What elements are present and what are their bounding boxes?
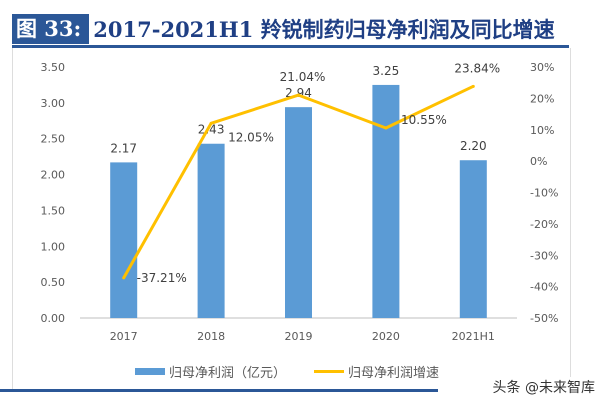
legend-bar-swatch <box>135 368 165 375</box>
title-text: 2017-2021H1 羚锐制药归母净利润及同比增速 <box>93 17 555 42</box>
bar <box>459 160 487 318</box>
x-tick-label: 2021H1 <box>452 330 495 343</box>
bar-value-label: 3.25 <box>373 64 400 78</box>
figure-label: 图 33: <box>12 14 90 44</box>
y-right-tick-label: 20% <box>530 92 554 105</box>
growth-value-label: 23.84% <box>454 61 500 75</box>
y-right-tick-label: 10% <box>530 124 554 137</box>
x-tick-label: 2019 <box>285 330 313 343</box>
y-left-tick-label: 0.00 <box>41 312 66 325</box>
bar <box>372 84 400 318</box>
bar <box>197 143 225 318</box>
bar-value-label: 2.20 <box>460 139 487 153</box>
y-left-tick-label: 0.50 <box>41 276 66 289</box>
legend-bar-label: 归母净利润（亿元） <box>169 366 287 381</box>
figure-title: 图 33: 2017-2021H1 羚锐制药归母净利润及同比增速 <box>12 14 555 44</box>
bar <box>110 162 138 318</box>
y-left-tick-label: 2.50 <box>41 133 66 146</box>
growth-value-label: 12.05% <box>228 130 274 144</box>
y-right-tick-label: 0% <box>530 155 547 168</box>
bar <box>285 107 312 318</box>
y-left-tick-label: 3.50 <box>41 61 66 74</box>
y-left-tick-label: 1.00 <box>41 240 66 253</box>
y-left-tick-label: 2.00 <box>41 169 66 182</box>
chart-frame <box>12 48 571 389</box>
y-right-tick-label: -20% <box>530 218 558 231</box>
bar-value-label: 2.17 <box>110 141 137 155</box>
x-tick-label: 2020 <box>372 330 400 343</box>
watermark: 头条 @未来智库 <box>492 377 595 397</box>
y-right-tick-label: -40% <box>530 281 558 294</box>
growth-point <box>297 93 300 97</box>
y-right-tick-label: -10% <box>530 187 558 200</box>
legend-line-label: 归母净利润增速 <box>348 366 440 381</box>
y-right-tick-label: -50% <box>530 312 558 325</box>
title-rule <box>12 45 569 48</box>
y-right-tick-label: -30% <box>530 249 558 262</box>
growth-point <box>209 121 213 125</box>
growth-point <box>471 84 475 88</box>
growth-point <box>384 126 388 130</box>
growth-point <box>122 276 126 280</box>
x-tick-label: 2017 <box>110 330 138 343</box>
growth-value-label: -37.21% <box>137 271 187 285</box>
bottom-rule <box>0 389 438 392</box>
growth-value-label: 21.04% <box>280 70 326 84</box>
y-right-tick-label: 30% <box>530 61 554 74</box>
y-left-tick-label: 1.50 <box>41 204 66 217</box>
x-tick-label: 2018 <box>197 330 225 343</box>
legend-line-swatch <box>314 370 345 373</box>
growth-value-label: 10.55% <box>401 113 447 127</box>
legend: 归母净利润（亿元） 归母净利润增速 <box>135 362 439 381</box>
y-left-tick-label: 3.00 <box>41 97 66 110</box>
